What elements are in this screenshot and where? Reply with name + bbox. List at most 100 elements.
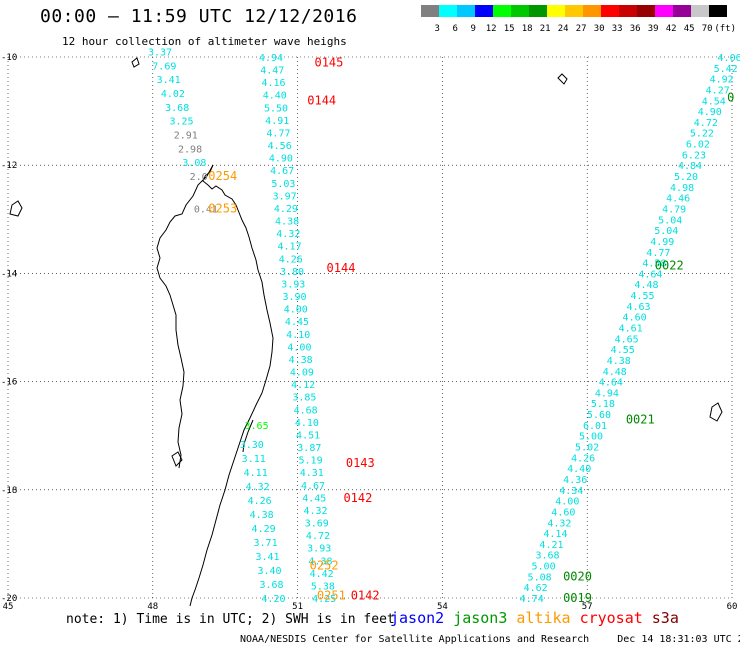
wave-height-value: 5.50 — [264, 103, 288, 114]
wave-height-value: 4.99 — [650, 237, 674, 248]
lon-label: 60 — [727, 602, 738, 610]
colorbar-label: (ft) — [714, 24, 736, 34]
pass-label: 0019 — [563, 591, 592, 605]
wave-height-value: 2.0 — [190, 172, 208, 183]
wave-height-value: 4.94 — [595, 388, 619, 399]
wave-height-value: 4.90 — [698, 107, 722, 118]
colorbar-label: 45 — [684, 24, 695, 34]
wave-height-value: 5.04 — [654, 226, 678, 237]
wave-height-value: 4.91 — [265, 116, 289, 127]
wave-height-value: 4.06 — [718, 53, 740, 64]
wave-height-value: 7.69 — [152, 61, 176, 72]
wave-height-value: 4.31 — [300, 468, 324, 479]
wave-height-value: 6.23 — [682, 150, 706, 161]
wave-height-value: 4.26 — [571, 453, 595, 464]
wave-height-value: 4.77 — [266, 128, 290, 139]
map-subtitle: 12 hour collection of altimeter wave hei… — [62, 35, 347, 48]
lat-label: -20 — [1, 594, 17, 604]
colorbar-label: 30 — [594, 24, 605, 34]
coastline — [9, 57, 723, 607]
wave-height-value: 3.90 — [282, 292, 306, 303]
colorbar-swatch — [421, 5, 439, 17]
wave-height-value: 3.80 — [280, 267, 304, 278]
madagascar-coastline — [189, 164, 274, 607]
wave-height-value: 4.38 — [275, 217, 299, 228]
wave-height-value: 4.26 — [248, 496, 272, 507]
map-title: 00:00 – 11:59 UTC 12/12/2016 — [40, 6, 358, 27]
wave-height-value: 5.18 — [591, 399, 615, 410]
wave-height-value: 5.03 — [271, 179, 295, 190]
pass-label: 0251 — [317, 588, 346, 602]
colorbar-label: 6 — [452, 24, 457, 34]
colorbar-swatch — [529, 5, 547, 17]
wave-height-value: 4.79 — [662, 204, 686, 215]
wave-height-value: 3.11 — [242, 454, 266, 465]
wave-height-value: 4.65 — [615, 334, 639, 345]
wave-height-value: 4.72 — [306, 531, 330, 542]
wave-height-value: 5.04 — [658, 215, 682, 226]
pass-labels: 0145 0144 0254 0253 0144 0143 0142 0252 0251 0142… — [208, 55, 734, 605]
mauritius-island — [709, 402, 723, 422]
colorbar-label: 42 — [666, 24, 677, 34]
wave-height-value: 3.37 — [148, 48, 172, 59]
wave-height-value: 4.98 — [670, 183, 694, 194]
wave-height-value: 4.29 — [274, 204, 298, 215]
wave-height-value: 4.42 — [310, 569, 334, 580]
wave-height-value: 4.29 — [252, 524, 276, 535]
colorbar-swatch — [583, 5, 601, 17]
wave-height-value: 4.94 — [259, 53, 283, 64]
wave-height-value: 3.85 — [292, 393, 316, 404]
colorbar-label: 9 — [470, 24, 475, 34]
wave-height-value: 4.90 — [269, 154, 293, 165]
wave-height-value: 3.69 — [305, 519, 329, 530]
wave-height-value: 2.98 — [178, 144, 202, 155]
wave-height-value: 5.00 — [579, 432, 603, 443]
wave-height-value: 4.55 — [611, 345, 635, 356]
wave-height-value: 6.02 — [686, 140, 710, 151]
madagascar-west-coast — [156, 164, 214, 469]
wave-height-value: 4.84 — [678, 161, 702, 172]
wave-height-value: 4.26 — [279, 254, 303, 265]
wave-height-value: 3.65 — [245, 421, 269, 432]
legend-cryosat: cryosat — [579, 609, 643, 627]
wave-height-value: 4.27 — [706, 85, 730, 96]
lat-label: -18 — [1, 486, 17, 496]
wave-height-value: 2.91 — [174, 131, 198, 142]
lon-label: 48 — [147, 602, 158, 610]
lat-label: -16 — [1, 378, 17, 388]
colorbar-label: 39 — [648, 24, 659, 34]
wave-height-value: 4.00 — [555, 497, 579, 508]
wave-height-value: 3.25 — [169, 117, 193, 128]
wave-height-value: 3.71 — [254, 538, 278, 549]
lon-label: 54 — [437, 602, 448, 610]
wave-height-value: 4.11 — [244, 468, 268, 479]
wave-height-value: 5.22 — [690, 129, 714, 140]
pass-label: 0254 — [208, 169, 237, 183]
wave-height-value: 4.02 — [161, 89, 185, 100]
wave-height-value: 3.08 — [182, 158, 206, 169]
wave-height-value: 4.40 — [567, 464, 591, 475]
wave-height-value: 3.41 — [255, 552, 279, 563]
wave-height-value: 4.74 — [520, 594, 544, 605]
wave-height-value: 5.00 — [532, 562, 556, 573]
colorbar-swatch — [547, 5, 565, 17]
wave-height-value: 3.41 — [157, 75, 181, 86]
wave-height-value: 4.67 — [270, 166, 294, 177]
wave-height-value: 4.45 — [285, 317, 309, 328]
wave-height-value: 4.32 — [246, 482, 270, 493]
wave-height-value: 4.54 — [702, 96, 726, 107]
pass-label: 0022 — [655, 258, 684, 272]
wave-height-value: 5.19 — [299, 456, 323, 467]
wave-height-value: 5.02 — [575, 443, 599, 454]
wave-height-value: 4.34 — [559, 486, 583, 497]
footer: NOAA/NESDIS Center for Satellite Applica… — [240, 634, 740, 645]
wave-height-value: 4.21 — [539, 540, 563, 551]
colorbar-swatch — [619, 5, 637, 17]
colorbar-swatch — [637, 5, 655, 17]
colorbar: 3 6 9 12 15 18 21 24 27 30 33 36 39 42 45 70 (ft) — [421, 5, 736, 34]
wave-height-value: 6.01 — [583, 421, 607, 432]
pass-label: 0142 — [351, 588, 380, 602]
legend-jason2: jason2 — [390, 609, 445, 627]
lon-label: 51 — [292, 602, 303, 610]
wave-height-value: 4.38 — [289, 355, 313, 366]
